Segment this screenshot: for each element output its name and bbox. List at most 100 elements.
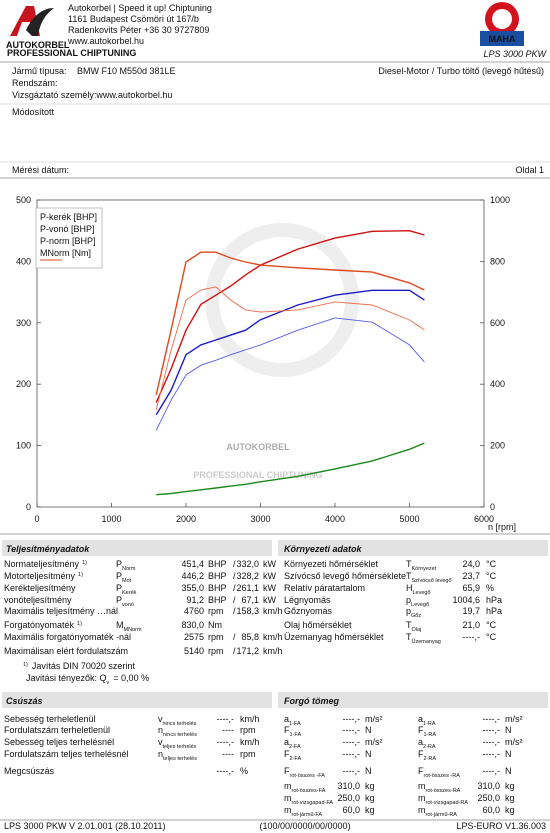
y-tick-label: 400 [16,256,31,266]
y2-tick-label: 600 [490,318,505,328]
symbol: T [406,632,412,642]
row-value: ----,- [483,766,501,776]
row-symbol: F1-FA [284,725,301,738]
series-line [156,442,425,496]
series-line [155,289,425,416]
row-unit: rpm [208,606,224,616]
symbol-sub: Gőz [411,613,421,619]
row-symbol: Frot-összes -RA [418,766,460,779]
row-symbol: mrot-összes-RA [418,781,461,794]
row-symbol: mrot-jármű-FA [284,805,322,818]
row-value: 2575 [184,632,204,642]
x-tick-label: 1000 [101,514,121,524]
row-label: Fordulatszám teljes terhelésnél [4,749,129,759]
maha-ring-inner [492,9,512,29]
watermark-subtitle: PROFESSIONAL CHIPTUNING [193,470,322,480]
row-unit: % [240,766,248,776]
symbol-sub: rot-összes-FA [292,788,326,794]
row-value: 446,2 [181,571,204,581]
row-separator: / [233,606,236,616]
symbol: T [406,620,412,630]
section-title: Teljesítményadatok [6,544,90,554]
symbol-sub: Környezet [412,566,437,572]
row-value: ----,- [483,714,501,724]
company-line: Autokorbel | Speed it up! Chiptuning [68,3,212,13]
symbol: F [284,749,290,759]
footer-center: (100/00/0000/00/0000) [259,821,350,831]
row-label: Fordulatszám terheletlenül [4,725,110,735]
factor-sub: v [107,680,110,686]
factor-label: Javitási tényezők: Q [26,673,107,683]
row-value: 310,0 [477,781,500,791]
row-unit: km/h [240,714,260,724]
row-unit: BHP [208,571,227,581]
row-unit: km/h [263,646,283,656]
symbol: m [418,781,426,791]
row-separator: / [233,583,236,593]
row-label: Olaj hőmérséklet [284,620,352,630]
correction-note: 1) Javítás DIN 70020 szerint [23,661,135,671]
label-text: Forgatónyomaték [4,620,75,630]
symbol: m [284,793,292,803]
y2-tick-label: 800 [490,256,505,266]
y-tick-label: 100 [16,441,31,451]
label-text: Kerékteljesítmény [4,583,76,593]
legend-label: P-norm [BHP] [40,236,96,246]
row-separator: / [233,571,236,581]
watermark-ring [205,223,359,377]
row-unit: kg [505,781,515,791]
row-unit: N [505,766,512,776]
row-value: 19,7 [462,606,480,616]
row-value: 310,0 [337,781,360,791]
footnote-mark: 1) [23,662,28,668]
row-unit: kg [365,793,375,803]
company-line: Radenkovits Péter +36 30 9727809 [68,25,209,35]
symbol: m [284,805,292,815]
field-value: BMW F10 M550d 381LE [77,66,176,76]
row-value: 355,0 [181,583,204,593]
symbol: P [116,559,122,569]
section-bar [278,540,548,556]
row-label: Üzemanyag hőmérséklet [284,632,384,642]
symbol: F [418,725,424,735]
row-value: 250,0 [337,793,360,803]
row-value: ----,- [343,749,361,759]
company-line: 1161 Budapest Csömöri út 167/b [68,14,199,24]
row-label: Környezeti hőmérséklet [284,559,379,569]
symbol-sub: nincs terhelés [163,721,197,727]
row-unit: Nm [208,620,222,630]
symbol-sub: teljes terhelés [163,744,197,750]
row-symbol: F1-RA [418,725,436,738]
symbol: T [406,559,412,569]
symbol: T [406,571,412,581]
symbol-sub: 2-FA [290,756,302,762]
symbol: m [418,805,426,815]
row-value: 332,0 [236,559,259,569]
label-text: vonóteljesítmény [4,595,72,605]
symbol-sub: 1-FA [290,732,302,738]
section-bar [2,692,272,708]
row-unit: km/h [263,606,283,616]
row-symbol: mrot-vizsgapad-RA [418,793,468,806]
row-value: ----,- [343,737,361,747]
x-tick-label: 6000 [474,514,494,524]
row-label: Motorteljesítmény 1) [4,571,83,581]
y2-tick-label: 400 [490,379,505,389]
logo-sub: PROFESSIONAL CHIPTUNING [7,48,136,58]
row-value: 85,8 [241,632,259,642]
symbol: p [406,595,411,605]
row-value: 451,4 [181,559,204,569]
row-symbol: vnincs terhelés [158,714,197,727]
row-unit: m/s² [365,714,383,724]
correction-factor: Javitási tényezők: Qv = 0,00 % [26,673,149,686]
row-symbol: a2-RA [418,737,436,750]
row-symbol: PMot [116,571,132,584]
symbol-sub: Olaj [412,627,422,633]
row-label: Kerékteljesítmény [4,583,76,593]
symbol: F [284,725,290,735]
symbol-sub: Levegő [413,590,431,596]
section-title: Forgó tömeg [284,696,339,706]
y-tick-label: 0 [26,502,31,512]
maha-logo [480,2,524,46]
symbol: F [418,766,424,776]
